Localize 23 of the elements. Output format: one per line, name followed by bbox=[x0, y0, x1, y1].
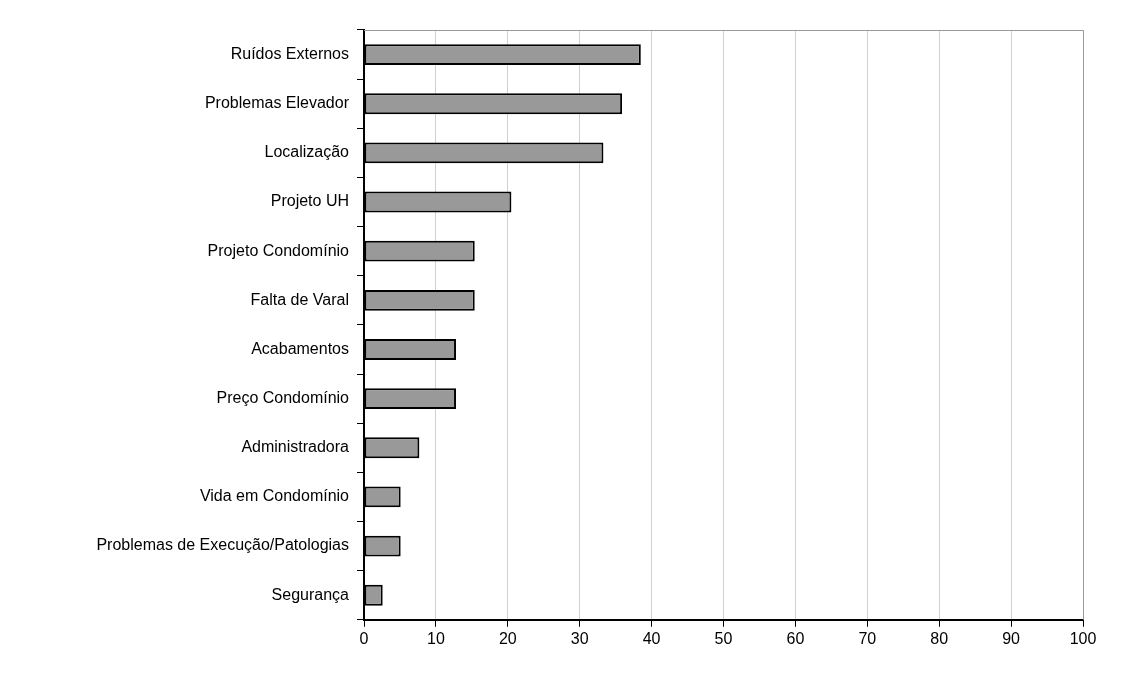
x-tick-label: 20 bbox=[498, 629, 517, 647]
x-tick-label: 100 bbox=[1069, 629, 1097, 647]
y-tick-label: Preço Condomínio bbox=[216, 389, 350, 407]
x-tick-label: 10 bbox=[427, 629, 445, 647]
y-tick-label: Ruídos Externos bbox=[230, 44, 349, 62]
x-tick-label: 90 bbox=[1002, 629, 1021, 647]
x-tick-label: 80 bbox=[930, 629, 949, 647]
x-tick-label: 50 bbox=[714, 629, 733, 647]
x-tick-label: 70 bbox=[858, 629, 877, 647]
y-tick-label: Problemas de Execução/Patologias bbox=[96, 536, 349, 554]
y-tick-label: Vida em Condomínio bbox=[199, 487, 350, 505]
x-tick-label: 40 bbox=[642, 629, 661, 647]
y-tick-label: Projeto Condomínio bbox=[207, 241, 350, 259]
y-tick-label: Administradora bbox=[241, 438, 350, 456]
x-tick-label: 0 bbox=[359, 629, 369, 647]
y-tick-label: Falta de Varal bbox=[250, 290, 349, 308]
y-tick-label: Localização bbox=[264, 143, 350, 161]
y-tick-label: Problemas Elevador bbox=[204, 94, 350, 112]
x-tick-label: 30 bbox=[570, 629, 589, 647]
y-tick-label: Acabamentos bbox=[251, 339, 349, 357]
y-tick-label: Projeto UH bbox=[270, 192, 349, 210]
x-tick-label: 60 bbox=[786, 629, 805, 647]
y-tick-label: Segurança bbox=[271, 585, 350, 603]
